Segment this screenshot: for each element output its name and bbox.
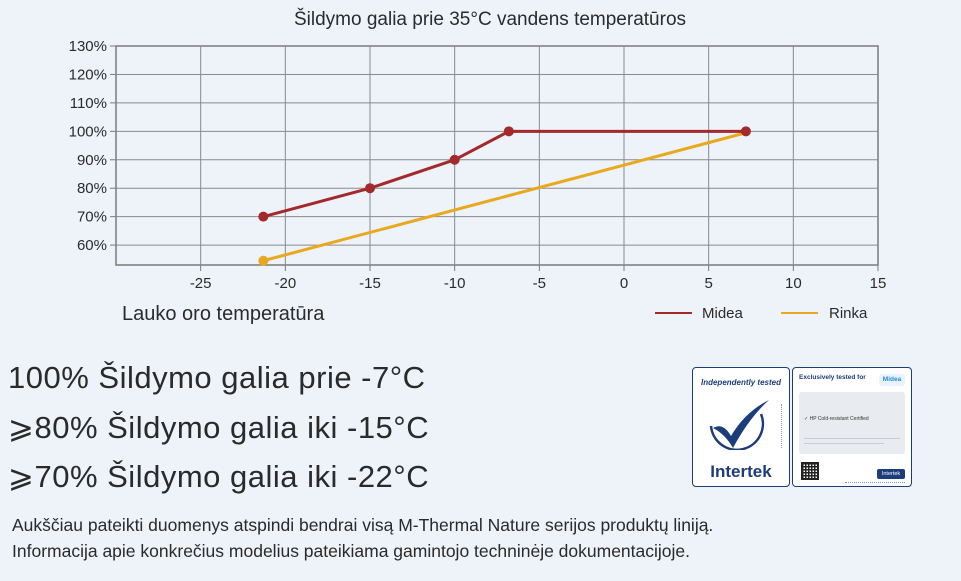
- x-tick-label: 15: [870, 275, 887, 292]
- data-point-midea: [365, 183, 375, 194]
- plot-frame: [115, 45, 879, 266]
- certificate-panel: ✓ HP Cold-resistant Certified: [799, 392, 905, 454]
- qr-code-icon: [801, 462, 819, 480]
- y-tick-label: 110%: [70, 95, 107, 112]
- y-tick-label: 90%: [77, 152, 107, 169]
- x-tick-label: -20: [274, 275, 296, 292]
- y-tick-label: 130%: [69, 38, 107, 55]
- intertek-logo-text: Intertek: [710, 462, 772, 481]
- fine-print-line: [845, 482, 905, 483]
- x-tick-label: -15: [359, 275, 381, 292]
- series-line-midea: [262, 129, 746, 219]
- checkmark-icon: [709, 400, 769, 450]
- y-tick-label: 60%: [77, 237, 107, 254]
- cert-text: ✓ HP Cold-resistant Certified: [804, 416, 869, 422]
- exclusively-tested-text: Exclusively tested for: [799, 374, 866, 381]
- chart-grid: [115, 45, 879, 266]
- x-axis-ticks: -25 -20 -15 -10 -5 0 5 10 15: [190, 265, 887, 292]
- data-point-midea: [740, 126, 751, 137]
- x-tick-label: -5: [533, 275, 546, 292]
- x-tick-label: 0: [620, 275, 628, 292]
- x-tick-label: -10: [444, 275, 466, 292]
- x-axis-label: Lauko oro temperatūra: [122, 303, 325, 325]
- x-tick-label: 5: [704, 275, 712, 292]
- x-tick-label: 10: [785, 275, 802, 292]
- legend-label-midea: Midea: [702, 305, 744, 322]
- x-tick-label: -25: [190, 275, 212, 292]
- midea-certificate-panel: Exclusively tested for Midea ✓ HP Cold-r…: [792, 367, 912, 487]
- headline-70: ⩾70% Šildymo galia iki -22°C: [8, 459, 430, 494]
- series-line-rinka: [262, 131, 747, 263]
- independently-tested-text: Independently tested: [700, 378, 781, 387]
- fine-print-lines: [804, 438, 900, 447]
- intertek-mini-logo: Intertek: [877, 469, 905, 479]
- data-point-rinka: [258, 255, 269, 266]
- intertek-tested-panel: Independently tested Intertek: [692, 367, 790, 487]
- intertek-badge: Independently tested Intertek Exclusivel…: [692, 367, 912, 489]
- chart-series: [258, 126, 751, 266]
- y-axis-ticks: 60% 70% 80% 90% 100% 110% 120% 130%: [69, 38, 116, 254]
- data-point-midea: [449, 154, 460, 165]
- chart-legend: Midea Rinka: [655, 305, 868, 322]
- midea-logo: Midea: [879, 374, 905, 386]
- note-line-1: Aukščiau pateikti duomenys atspindi bend…: [12, 515, 714, 535]
- y-tick-label: 100%: [69, 123, 107, 140]
- headline-100: 100% Šildymo galia prie -7°C: [8, 360, 426, 395]
- chart-title: Šildymo galia prie 35°C vandens temperat…: [294, 8, 686, 30]
- legend-label-rinka: Rinka: [829, 305, 868, 322]
- note-line-2: Informacija apie konkrečius modelius pat…: [12, 541, 691, 561]
- data-point-midea: [503, 126, 514, 137]
- serial-code: [781, 404, 785, 448]
- y-tick-label: 80%: [77, 180, 107, 197]
- chart: Šildymo galia prie 35°C vandens temperat…: [69, 8, 887, 325]
- headline-80: ⩾80% Šildymo galia iki -15°C: [8, 410, 430, 445]
- y-tick-label: 70%: [77, 209, 107, 226]
- y-tick-label: 120%: [69, 66, 107, 83]
- data-point-midea: [258, 211, 269, 222]
